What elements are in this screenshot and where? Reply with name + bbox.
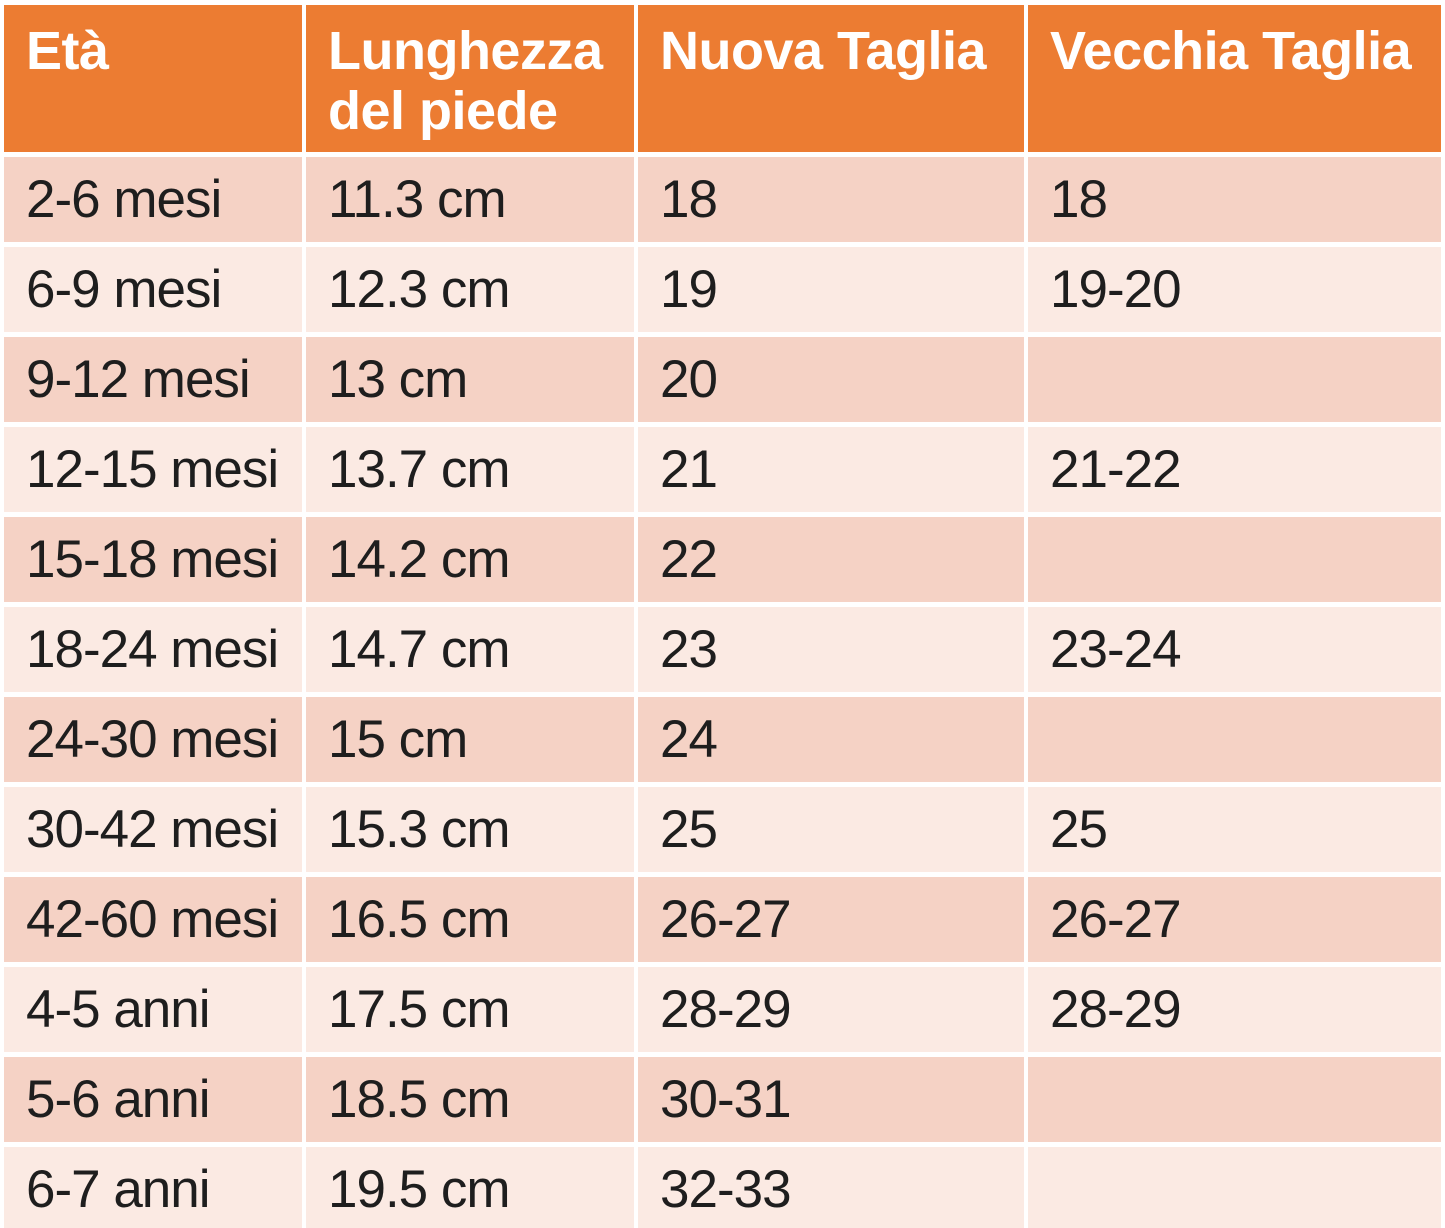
- cell-eta: 15-18 mesi: [4, 516, 302, 602]
- table-row: 42-60 mesi 16.5 cm 26-27 26-27: [4, 876, 1441, 962]
- cell-eta: 6-7 anni: [4, 1146, 302, 1228]
- cell-vecchia-taglia: [1028, 516, 1441, 602]
- cell-vecchia-taglia: [1028, 1146, 1441, 1228]
- cell-eta: 9-12 mesi: [4, 336, 302, 422]
- cell-vecchia-taglia: 26-27: [1028, 876, 1441, 962]
- cell-vecchia-taglia: 18: [1028, 156, 1441, 242]
- cell-lunghezza: 13 cm: [306, 336, 634, 422]
- table-row: 2-6 mesi 11.3 cm 18 18: [4, 156, 1441, 242]
- table-row: 15-18 mesi 14.2 cm 22: [4, 516, 1441, 602]
- cell-nuova-taglia: 30-31: [638, 1056, 1024, 1142]
- cell-vecchia-taglia: 23-24: [1028, 606, 1441, 692]
- cell-eta: 30-42 mesi: [4, 786, 302, 872]
- cell-nuova-taglia: 20: [638, 336, 1024, 422]
- table-row: 9-12 mesi 13 cm 20: [4, 336, 1441, 422]
- cell-nuova-taglia: 22: [638, 516, 1024, 602]
- cell-nuova-taglia: 25: [638, 786, 1024, 872]
- cell-eta: 2-6 mesi: [4, 156, 302, 242]
- table-row: 24-30 mesi 15 cm 24: [4, 696, 1441, 782]
- cell-eta: 42-60 mesi: [4, 876, 302, 962]
- cell-vecchia-taglia: [1028, 336, 1441, 422]
- cell-vecchia-taglia: 28-29: [1028, 966, 1441, 1052]
- cell-lunghezza: 14.2 cm: [306, 516, 634, 602]
- cell-nuova-taglia: 24: [638, 696, 1024, 782]
- cell-nuova-taglia: 28-29: [638, 966, 1024, 1052]
- cell-lunghezza: 18.5 cm: [306, 1056, 634, 1142]
- cell-vecchia-taglia: 19-20: [1028, 246, 1441, 332]
- cell-lunghezza: 15 cm: [306, 696, 634, 782]
- cell-lunghezza: 17.5 cm: [306, 966, 634, 1052]
- table-header-row: Età Lunghezza del piede Nuova Taglia Vec…: [4, 5, 1441, 152]
- cell-lunghezza: 11.3 cm: [306, 156, 634, 242]
- cell-vecchia-taglia: 21-22: [1028, 426, 1441, 512]
- table-row: 18-24 mesi 14.7 cm 23 23-24: [4, 606, 1441, 692]
- cell-nuova-taglia: 23: [638, 606, 1024, 692]
- column-header-nuova-taglia: Nuova Taglia: [638, 5, 1024, 152]
- cell-vecchia-taglia: [1028, 1056, 1441, 1142]
- column-header-eta: Età: [4, 5, 302, 152]
- cell-eta: 6-9 mesi: [4, 246, 302, 332]
- cell-nuova-taglia: 26-27: [638, 876, 1024, 962]
- cell-nuova-taglia: 18: [638, 156, 1024, 242]
- cell-lunghezza: 15.3 cm: [306, 786, 634, 872]
- table-row: 12-15 mesi 13.7 cm 21 21-22: [4, 426, 1441, 512]
- cell-eta: 24-30 mesi: [4, 696, 302, 782]
- cell-nuova-taglia: 32-33: [638, 1146, 1024, 1228]
- cell-eta: 4-5 anni: [4, 966, 302, 1052]
- cell-eta: 18-24 mesi: [4, 606, 302, 692]
- table-row: 6-9 mesi 12.3 cm 19 19-20: [4, 246, 1441, 332]
- table-row: 30-42 mesi 15.3 cm 25 25: [4, 786, 1441, 872]
- cell-lunghezza: 19.5 cm: [306, 1146, 634, 1228]
- table-row: 5-6 anni 18.5 cm 30-31: [4, 1056, 1441, 1142]
- cell-vecchia-taglia: [1028, 696, 1441, 782]
- table-row: 6-7 anni 19.5 cm 32-33: [4, 1146, 1441, 1228]
- cell-eta: 12-15 mesi: [4, 426, 302, 512]
- cell-lunghezza: 13.7 cm: [306, 426, 634, 512]
- cell-nuova-taglia: 21: [638, 426, 1024, 512]
- cell-eta: 5-6 anni: [4, 1056, 302, 1142]
- cell-lunghezza: 12.3 cm: [306, 246, 634, 332]
- column-header-lunghezza-piede: Lunghezza del piede: [306, 5, 634, 152]
- table-row: 4-5 anni 17.5 cm 28-29 28-29: [4, 966, 1441, 1052]
- column-header-vecchia-taglia: Vecchia Taglia: [1028, 5, 1441, 152]
- cell-lunghezza: 16.5 cm: [306, 876, 634, 962]
- cell-lunghezza: 14.7 cm: [306, 606, 634, 692]
- cell-vecchia-taglia: 25: [1028, 786, 1441, 872]
- cell-nuova-taglia: 19: [638, 246, 1024, 332]
